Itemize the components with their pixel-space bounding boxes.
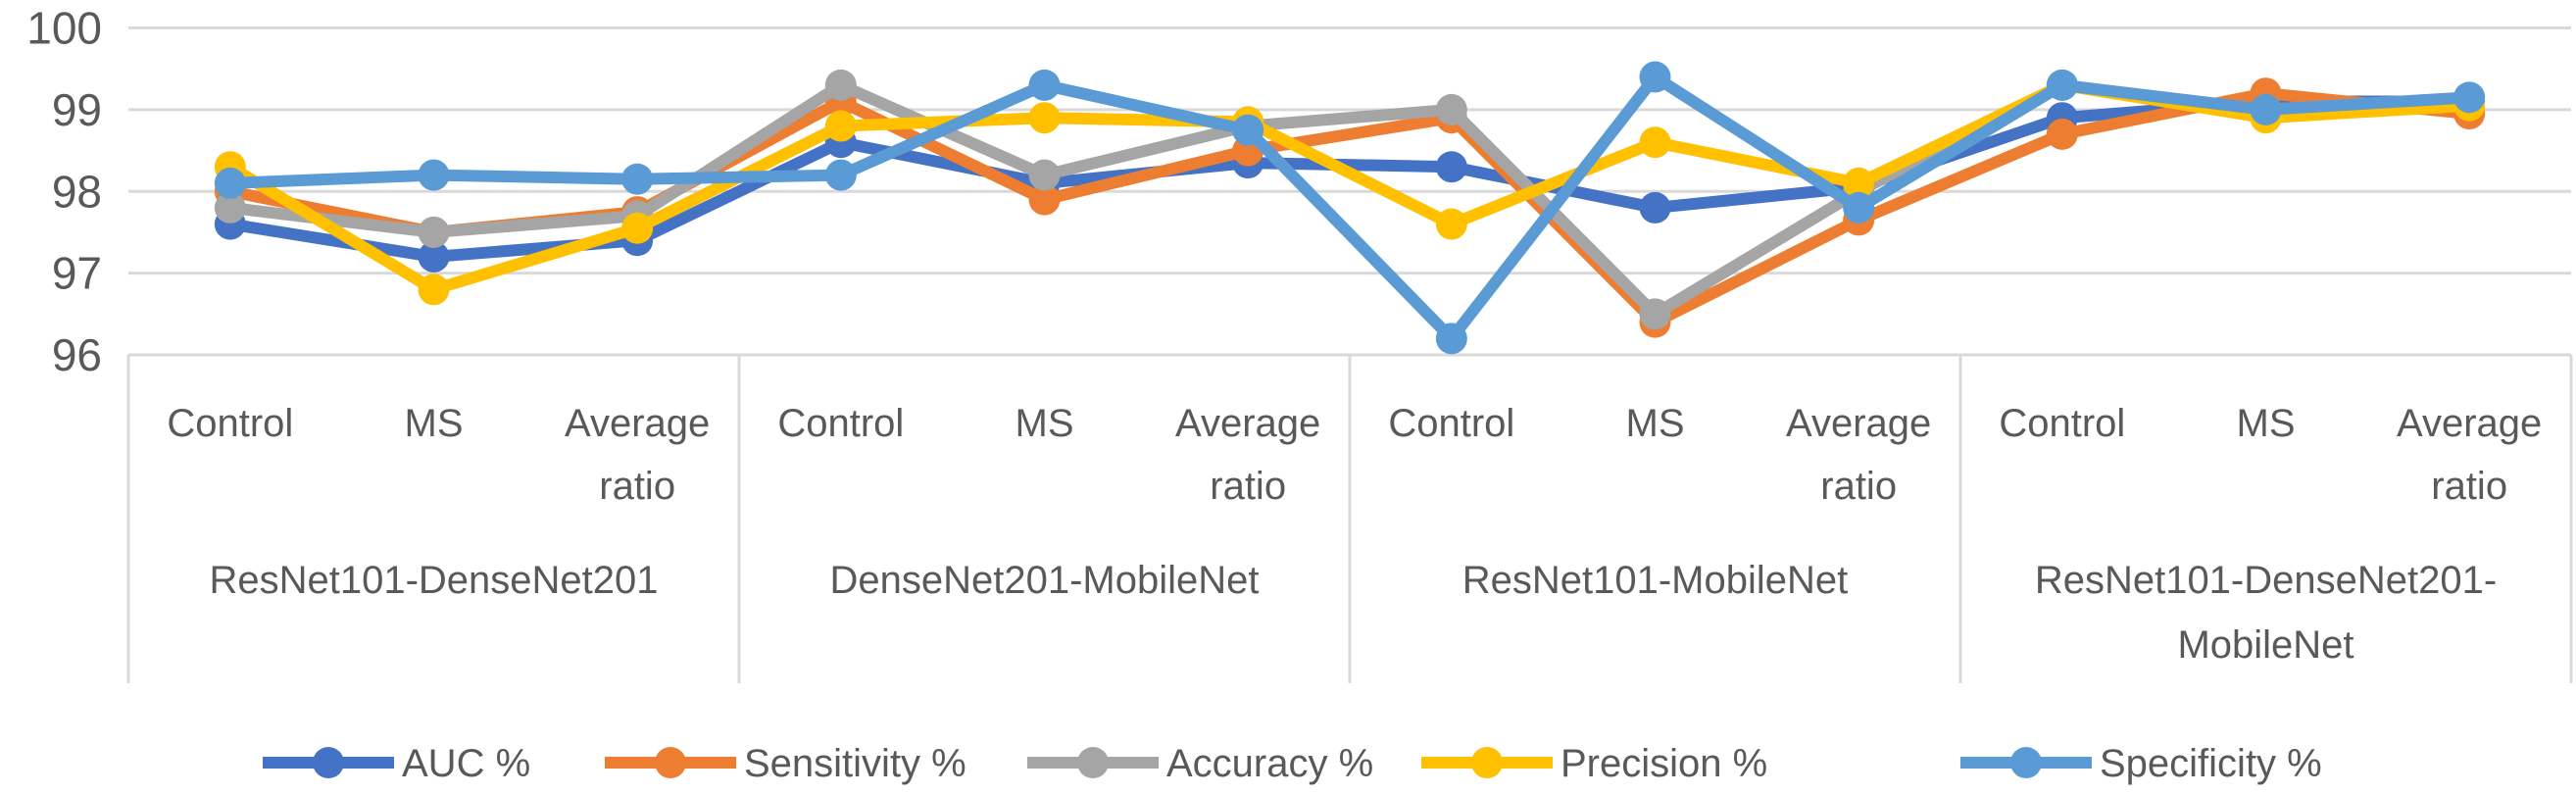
legend-label: AUC % [402, 742, 530, 785]
data-point [1028, 102, 1061, 134]
data-point [1232, 114, 1264, 146]
data-point [1843, 191, 1875, 224]
gridlines [128, 26, 2571, 357]
y-tick-label: 98 [52, 166, 102, 217]
group-label: ResNet101-DenseNet201-MobileNet [2035, 559, 2497, 667]
category-separators [126, 355, 2573, 683]
x-tick-label: Control [1388, 402, 1514, 445]
data-point [1028, 183, 1061, 216]
data-point [1435, 151, 1467, 183]
legend-label: Accuracy % [1166, 742, 1373, 785]
data-point [824, 159, 857, 191]
data-point [1028, 159, 1061, 191]
x-tick-label: Average ratio [1786, 402, 1931, 508]
data-point [418, 240, 450, 273]
data-point [214, 167, 246, 199]
data-point [824, 69, 857, 101]
y-tick-label: 96 [52, 329, 102, 380]
x-tick-label: MS [1016, 402, 1074, 445]
x-tick-label: MS [1626, 402, 1685, 445]
legend-marker [2010, 747, 2042, 778]
data-point [1435, 323, 1467, 355]
data-point [1435, 93, 1467, 125]
y-tick-label: 97 [52, 248, 102, 299]
series-specificity [214, 61, 2486, 355]
data-point [2046, 69, 2078, 101]
legend-item: Accuracy % [1027, 742, 1373, 785]
data-point [1639, 61, 1671, 93]
y-axis-ticks: 96 97 98 99 100 [26, 3, 102, 381]
data-point [1028, 69, 1061, 101]
x-tick-label: Control [167, 402, 293, 445]
y-tick-label: 99 [52, 84, 102, 135]
data-point [1435, 208, 1467, 240]
legend-item: Specificity % [1960, 742, 2322, 785]
data-point [418, 216, 450, 248]
data-point [1639, 191, 1671, 224]
data-point [621, 212, 654, 244]
series-line [229, 71, 2470, 345]
data-point [1639, 298, 1671, 330]
legend-marker [1471, 747, 1503, 778]
group-label: ResNet101-MobileNet [1462, 559, 1849, 602]
data-point [2453, 81, 2486, 114]
series-line [228, 87, 2470, 328]
legend-marker [313, 747, 344, 778]
series-lines [214, 61, 2486, 355]
x-tick-label: MS [405, 402, 464, 445]
group-label: DenseNet201-MobileNet [829, 559, 1259, 602]
legend-item: Sensitivity % [605, 742, 966, 785]
group-label: ResNet101-DenseNet201 [209, 559, 658, 602]
data-point [824, 110, 857, 142]
data-point [214, 191, 246, 224]
x-tick-label: Average ratio [2397, 402, 2542, 508]
x-tick-label: Average ratio [565, 402, 710, 508]
y-tick-label: 100 [26, 3, 102, 54]
data-point [418, 159, 450, 191]
legend: AUC % Sensitivity % Accuracy % Precision % S… [263, 742, 2322, 785]
data-point [2250, 93, 2282, 125]
x-tick-label: Control [777, 402, 904, 445]
series-precision [214, 69, 2486, 306]
data-point [1639, 126, 1671, 159]
data-point [621, 163, 654, 195]
legend-label: Specificity % [2100, 742, 2322, 785]
legend-marker [1077, 747, 1109, 778]
legend-marker [655, 747, 686, 778]
x-tick-label: Control [1999, 402, 2125, 445]
x-axis-categories: Control MS Average ratio Control MS Average rat… [167, 402, 2542, 667]
x-tick-label: Average ratio [1175, 402, 1320, 508]
x-tick-label: MS [2237, 402, 2296, 445]
data-point [2046, 118, 2078, 150]
legend-label: Sensitivity % [744, 742, 966, 785]
legend-item: AUC % [263, 742, 530, 785]
data-point [1843, 167, 1875, 199]
data-point [418, 273, 450, 306]
legend-item: Precision % [1421, 742, 1767, 785]
legend-label: Precision % [1560, 742, 1767, 785]
